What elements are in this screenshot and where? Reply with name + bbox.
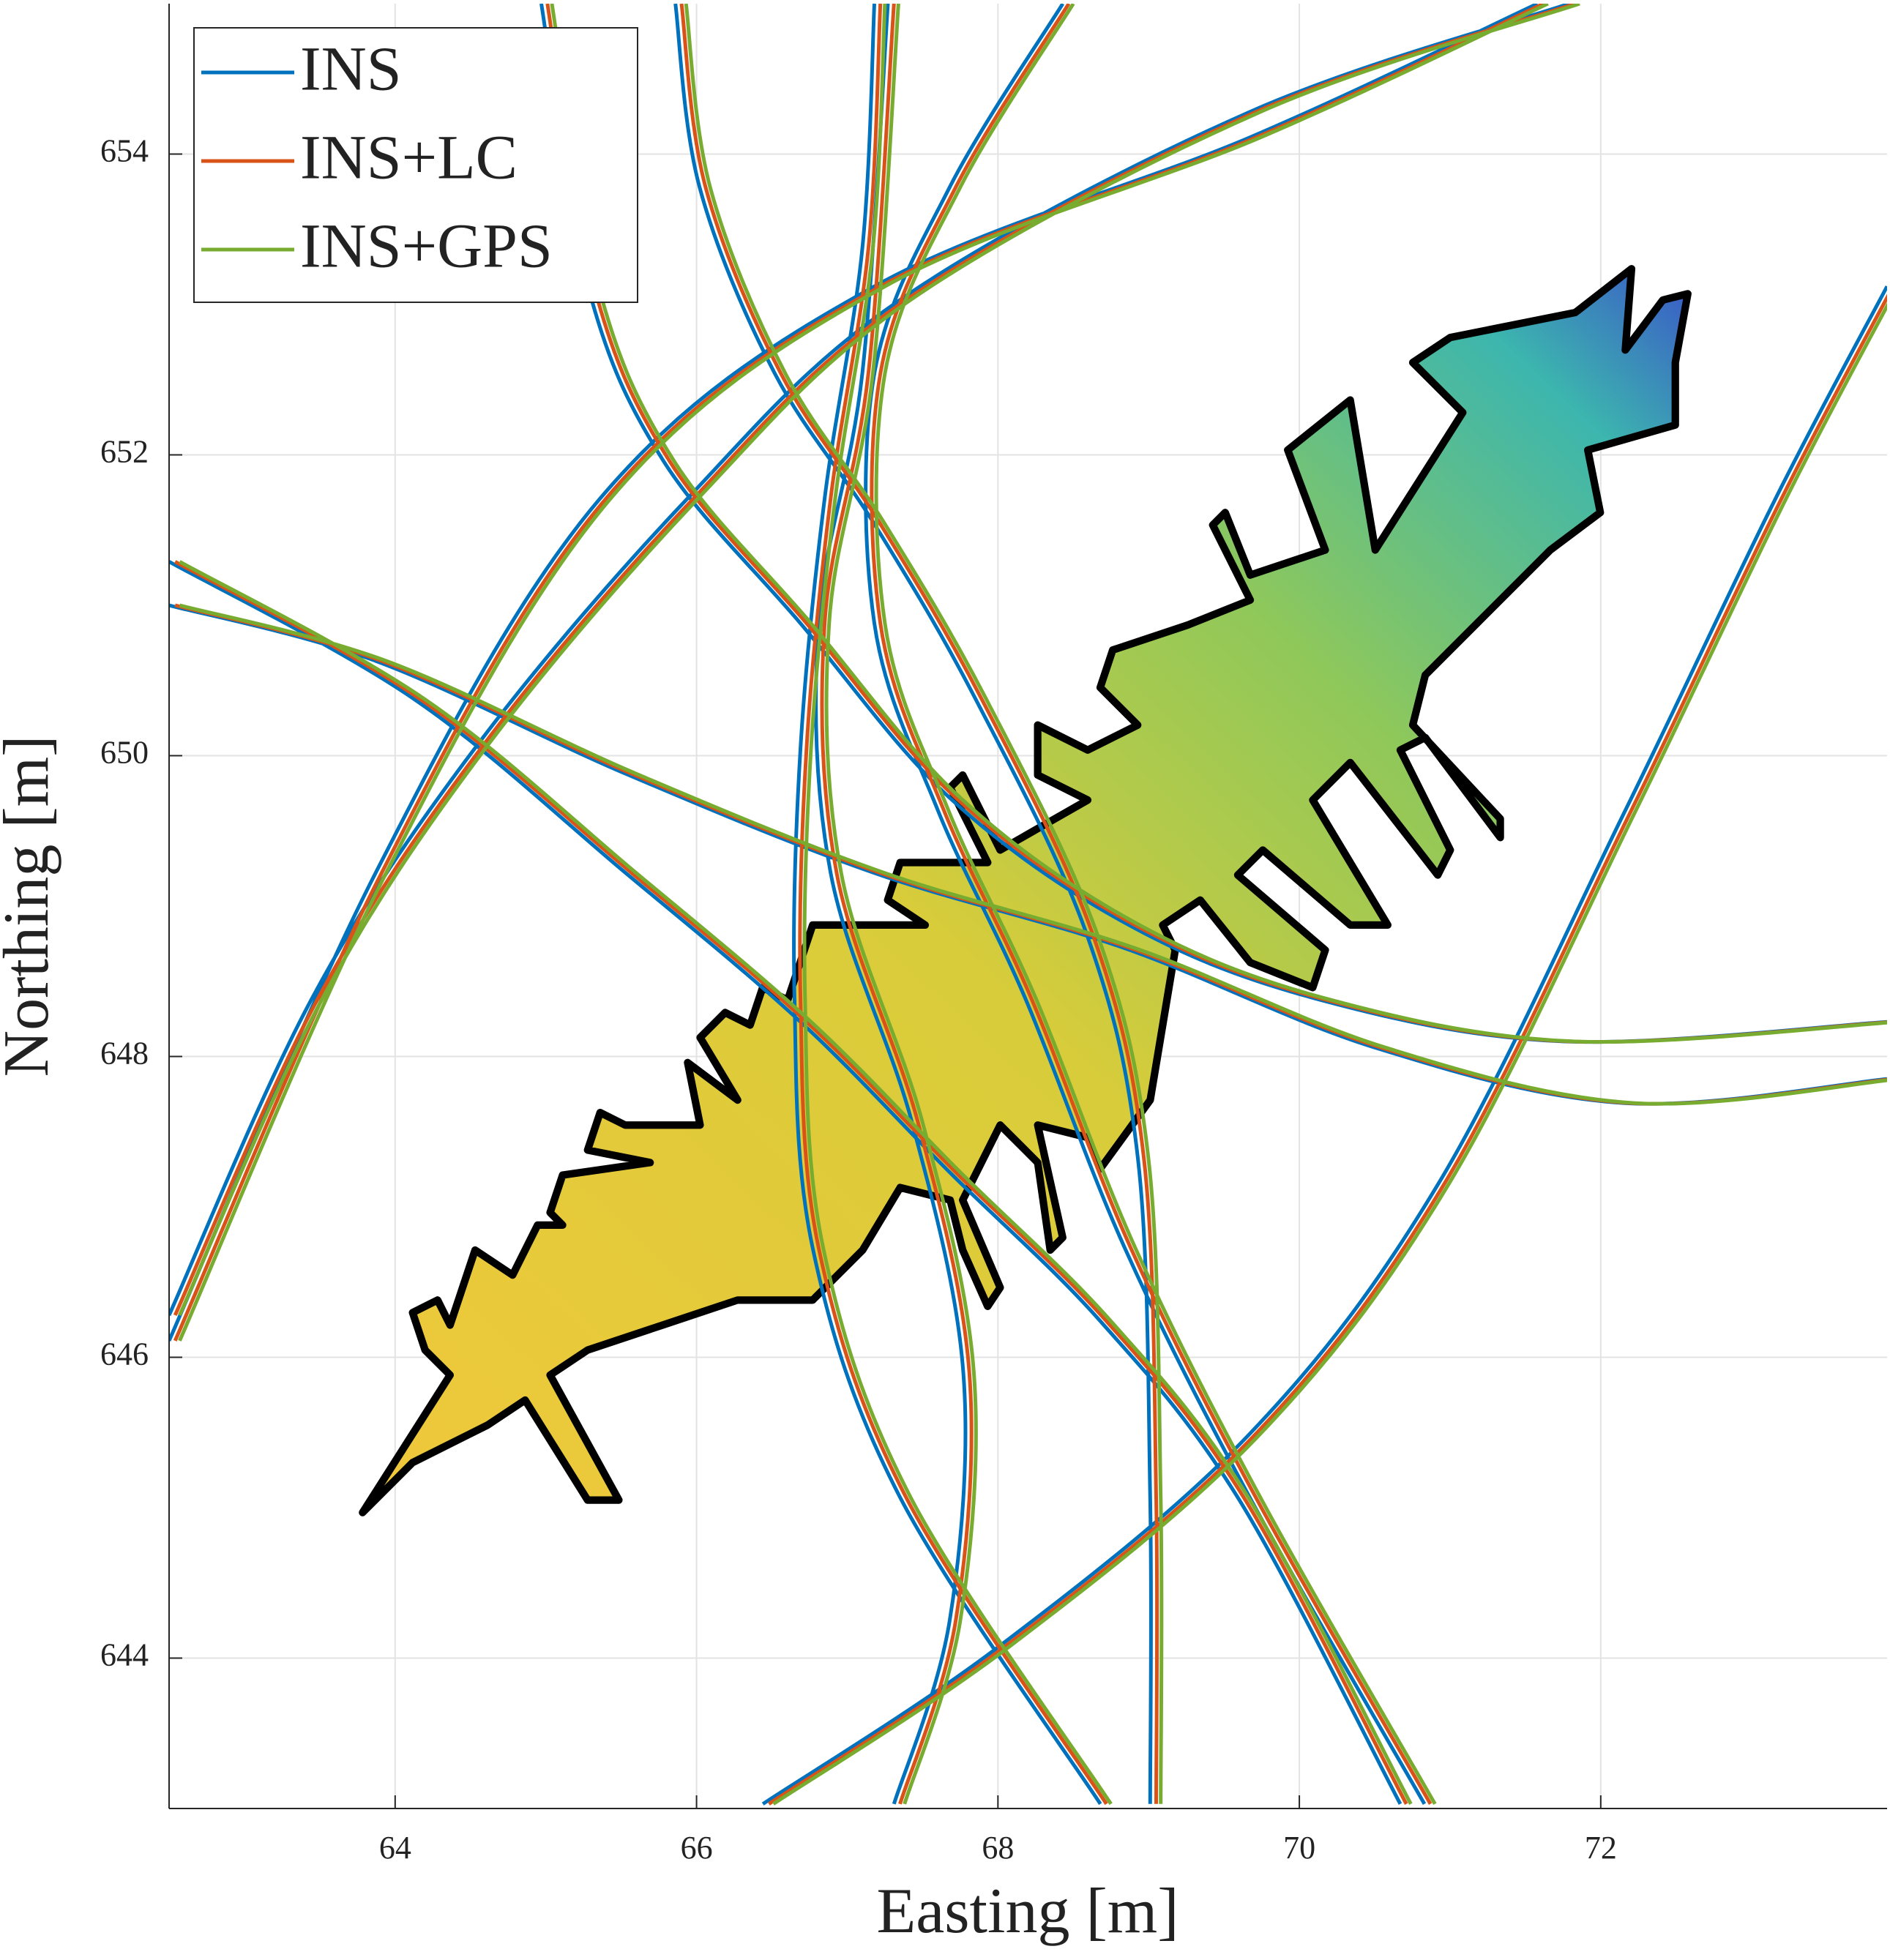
coverage-region [359,265,1692,1516]
tracks [169,4,1887,1806]
legend: INS INS+LC INS+GPS [193,27,638,303]
x-tick-label: 70 [1283,1830,1315,1866]
region-outline [359,265,1692,1516]
y-tick-label: 646 [100,1336,149,1372]
legend-label: INS+GPS [300,211,553,281]
x-tick-label: 68 [982,1830,1014,1866]
x-tick-label: 64 [379,1830,411,1866]
y-tick-label: 654 [100,133,149,169]
y-tick-label: 650 [100,735,149,771]
track-line [178,4,1887,1806]
y-axis-label: Northing [m] [0,736,62,1077]
x-tick-label: 72 [1585,1830,1617,1866]
y-tick-label: 644 [100,1637,149,1673]
legend-label: INS+LC [300,122,518,192]
x-axis-label: Easting [m] [876,1876,1179,1947]
legend-label: INS [300,34,402,104]
y-tick-label: 652 [100,434,149,470]
y-tick-label: 648 [100,1036,149,1071]
x-tick-label: 66 [681,1830,713,1866]
